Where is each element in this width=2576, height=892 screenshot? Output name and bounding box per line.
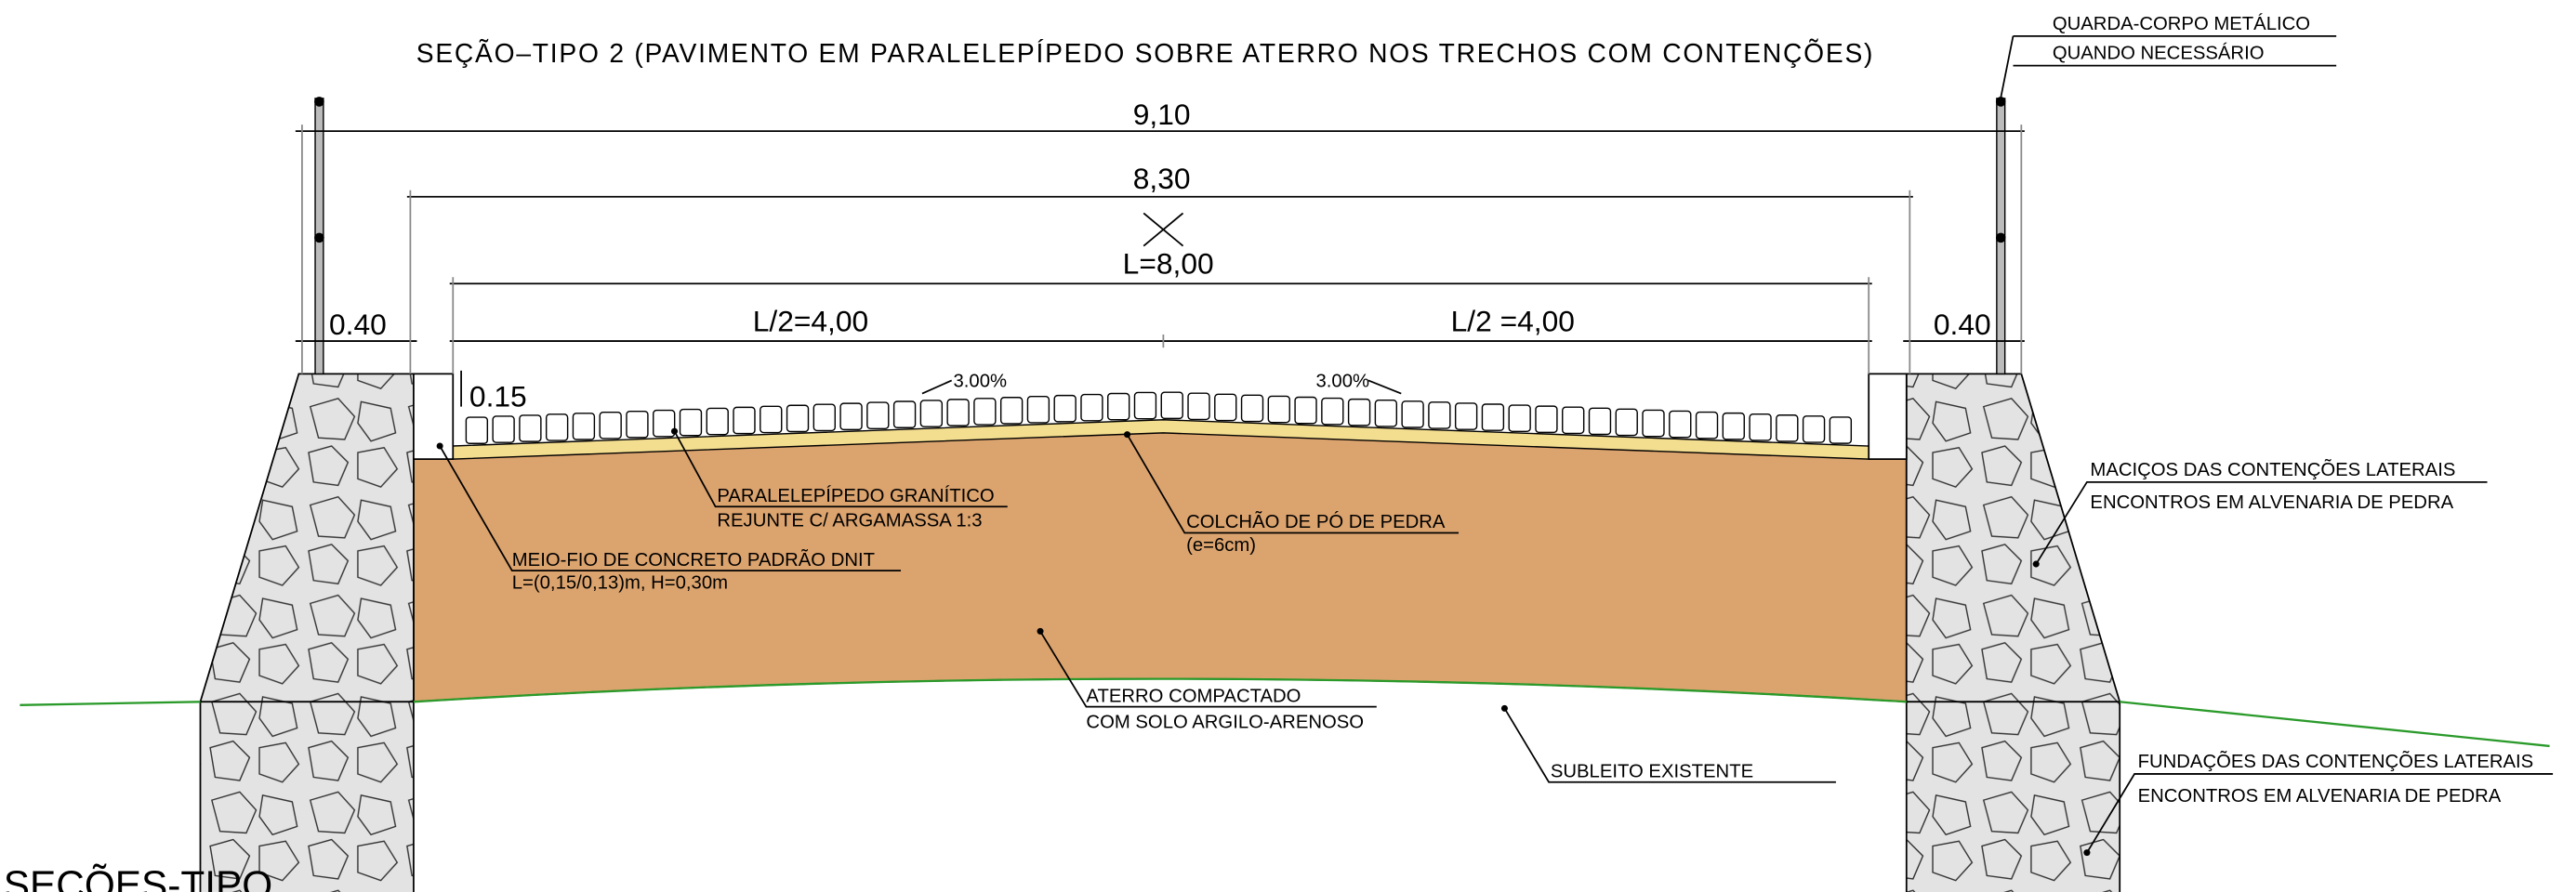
cobble [1001, 398, 1023, 424]
cobble [600, 413, 621, 439]
cobble [1108, 394, 1129, 420]
dim: 9,10 [1133, 98, 1191, 131]
cobble [1188, 393, 1209, 419]
callout: PARALELEPÍPEDO GRANÍTICO [717, 485, 994, 506]
dim: 0.40 [1934, 308, 1991, 341]
note: QUARDA-CORPO METÁLICO [2053, 13, 2310, 34]
cobble [760, 406, 782, 432]
cobble [733, 407, 755, 433]
cobble [1723, 413, 1744, 439]
cobble [867, 402, 889, 428]
cobble [707, 408, 728, 434]
cobble [1456, 403, 1477, 429]
cobble [1349, 400, 1370, 426]
cobble [1509, 405, 1530, 431]
dim: L/2=4,00 [753, 304, 868, 337]
cobble [787, 405, 809, 431]
cobble [1482, 404, 1503, 430]
cobble [1135, 392, 1156, 418]
cobble [1429, 402, 1450, 428]
cobble [547, 414, 568, 440]
cobble [1081, 395, 1103, 421]
cobble [573, 413, 594, 439]
callout: SUBLEITO EXISTENTE [1551, 761, 1753, 781]
callout: (e=6cm) [1186, 535, 1256, 556]
callout: COLCHÃO DE PÓ DE PEDRA [1186, 510, 1446, 532]
cobble [1803, 416, 1825, 442]
cobble [1616, 409, 1637, 435]
cobble [1750, 414, 1771, 440]
cobble [1830, 417, 1851, 443]
cobble [1402, 401, 1423, 427]
dim: 0.15 [469, 380, 527, 413]
cobble [840, 403, 862, 429]
cobble [974, 399, 996, 425]
cobble [1536, 406, 1557, 432]
cobble [1054, 396, 1076, 422]
title: SEÇÃO–TIPO 2 (PAVIMENTO EM PARALELEPÍPED… [416, 38, 1874, 68]
slope: 3.00% [954, 371, 1008, 391]
cobble [947, 400, 969, 426]
callout: MEIO-FIO DE CONCRETO PADRÃO DNIT [512, 548, 875, 571]
note: QUANDO NECESSÁRIO [2053, 43, 2265, 64]
cobble [1643, 410, 1664, 436]
cobble [1242, 395, 1263, 421]
dim: L=8,00 [1123, 247, 1214, 281]
cobble [1322, 399, 1343, 425]
callout: MACIÇOS DAS CONTENÇÕES LATERAIS [2090, 458, 2455, 480]
cobble [1215, 394, 1236, 420]
section-heading: SEÇÕES-TIPO [4, 863, 272, 892]
cobble [1590, 408, 1611, 434]
cobble [520, 415, 541, 441]
cobble [1375, 400, 1396, 426]
cobble [813, 404, 835, 430]
cobble [1268, 396, 1289, 422]
cobble [1161, 392, 1182, 418]
cobble [1697, 413, 1718, 439]
cobble [680, 410, 702, 436]
drawing: SEÇÃO–TIPO 2 (PAVIMENTO EM PARALELEPÍPED… [0, 0, 2576, 892]
callout: COM SOLO ARGILO-ARENOSO [1086, 713, 1364, 733]
callout: REJUNTE C/ ARGAMASSA 1:3 [717, 510, 982, 531]
cobble [1777, 415, 1798, 441]
callout: ATERRO COMPACTADO [1086, 686, 1301, 706]
dim: 8,30 [1133, 162, 1191, 195]
cobble [654, 411, 675, 437]
dim: 0.40 [329, 308, 387, 341]
cobble [1670, 411, 1691, 437]
cobble [466, 417, 487, 443]
cobble [627, 412, 648, 438]
callout: ENCONTROS EM ALVENARIA DE PEDRA [2138, 786, 2502, 807]
slope: 3.00% [1316, 371, 1370, 391]
cobble [1295, 397, 1316, 423]
cobble [493, 416, 514, 442]
callout: L=(0,15/0,13)m, H=0,30m [512, 573, 728, 594]
cobble [1563, 407, 1584, 433]
cobble [1027, 397, 1049, 423]
cobble [894, 401, 916, 427]
dim: L/2 =4,00 [1451, 304, 1575, 337]
cobble [920, 400, 942, 426]
page: SEÇÃO–TIPO 2 (PAVIMENTO EM PARALELEPÍPED… [0, 0, 2576, 892]
callout: FUNDAÇÕES DAS CONTENÇÕES LATERAIS [2138, 750, 2534, 772]
dimension-lines [296, 36, 2336, 407]
callout: ENCONTROS EM ALVENARIA DE PEDRA [2090, 492, 2453, 513]
